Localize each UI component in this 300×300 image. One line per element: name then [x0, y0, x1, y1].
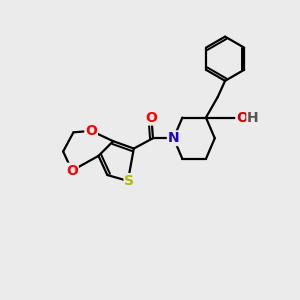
Text: N: N	[168, 131, 179, 145]
Text: H: H	[247, 111, 259, 124]
Text: O: O	[85, 124, 97, 138]
Text: O: O	[146, 111, 158, 124]
Text: O: O	[66, 164, 78, 178]
Text: O: O	[236, 111, 248, 124]
Text: S: S	[124, 174, 134, 188]
